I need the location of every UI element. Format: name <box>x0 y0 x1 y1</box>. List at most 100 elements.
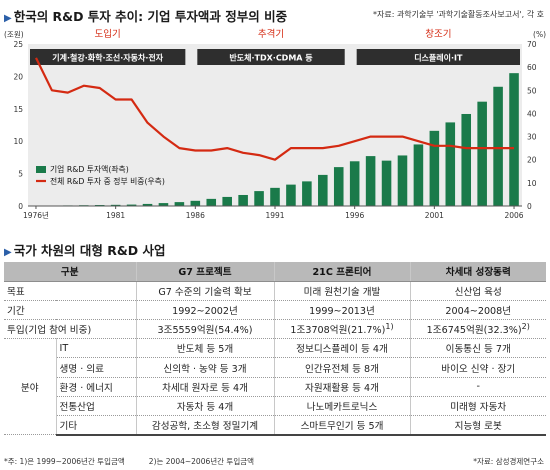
table-cell: 자동차 등 4개 <box>136 396 275 417</box>
y-left-tick-label: 25 <box>13 40 23 49</box>
bar <box>381 160 392 206</box>
era-box <box>30 49 186 65</box>
era-name: 도입기 <box>95 28 121 40</box>
bar <box>318 174 328 206</box>
table-cell: 2004~2008년 <box>410 300 546 321</box>
table-cell: 차세대 원자로 등 4개 <box>136 377 275 397</box>
triangle-icon: ▶ <box>4 13 12 24</box>
y-left-unit: (조원) <box>4 30 24 39</box>
table-cell: 미래형 자동차 <box>410 396 546 417</box>
era-name: 추격기 <box>258 28 284 40</box>
x-tick-label: 2006 <box>504 211 523 220</box>
bar <box>238 194 248 206</box>
program-table: 구분 G7 프로젝트 21C 프론티어 차세대 성장동력 목표 G7 수준의 기… <box>4 262 546 436</box>
table-cell: 이동통신 등 7개 <box>410 338 546 359</box>
row-label: IT <box>55 338 137 359</box>
bar <box>477 101 487 206</box>
bar <box>493 86 503 206</box>
line-series-government-share <box>35 57 514 161</box>
cell-value: 1조3708억원(21.7%) <box>290 325 386 337</box>
row-label: 기간 <box>4 300 137 321</box>
x-tick-label: 2001 <box>425 211 444 220</box>
y-right-unit: (%) <box>533 30 546 39</box>
bar <box>445 122 456 206</box>
footnote-1: *주: 1)은 1999~2006년간 투입금액 <box>4 457 125 466</box>
footnote: *주: 1)은 1999~2006년간 투입금액 2)는 2004~2006년간 … <box>4 456 254 467</box>
bar <box>142 203 153 206</box>
chart-header: ▶ 한국의 R&D 투자 추이: 기업 투자액과 정부의 비중 *자료: 과학기술… <box>0 0 550 24</box>
y-right-tick-label: 40 <box>527 109 537 118</box>
triangle-icon: ▶ <box>4 247 12 258</box>
y-right-tick-label: 10 <box>527 179 537 188</box>
table-row: 환경 · 에너지 차세대 원자로 등 4개 자원재활용 등 4개 - <box>4 377 546 397</box>
chart-source: *자료: 과학기술부 '과학기술활동조사보고서', 각 호 <box>372 10 544 19</box>
era-box <box>197 49 345 65</box>
header-category: 구분 <box>4 262 137 282</box>
era-description: 반도체·TDX·CDMA 등 <box>229 53 313 63</box>
x-tick-label: 1986 <box>186 211 205 220</box>
bar <box>254 191 264 206</box>
header-frontier: 21C 프론티어 <box>274 262 411 282</box>
bar <box>158 203 169 206</box>
bar <box>174 202 185 206</box>
y-left-tick-label: 15 <box>13 105 23 114</box>
table-cell: 미래 원천기술 개발 <box>274 281 411 301</box>
y-right-tick-label: 60 <box>527 63 537 72</box>
row-label: 투입(기업 참여 비중) <box>4 319 137 340</box>
table-row: 생명 · 의료 신의학 · 농약 등 3개 인간유전체 등 8개 바이오 신약 … <box>4 357 546 378</box>
table-cell: 3조5559억원(54.4%) <box>136 319 275 340</box>
table-row: 기타 감성공학, 초소형 정밀기계 스마트무인기 등 5개 지능형 로봇 <box>4 415 546 436</box>
bar <box>397 155 408 206</box>
table-row: 분야 IT 반도체 등 5개 정보디스플레이 등 4개 이동통신 등 7개 <box>4 338 546 436</box>
era-description: 디스플레이·IT <box>414 53 463 63</box>
y-left-tick-label: 0 <box>18 202 23 211</box>
bar <box>222 196 232 206</box>
cell-value: 3조5559억원(54.4%) <box>157 325 253 337</box>
table-cell: 자원재활용 등 4개 <box>274 377 411 397</box>
table-cell: 신의학 · 농약 등 3개 <box>136 357 275 378</box>
table-cell: 바이오 신약 · 장기 <box>410 357 546 378</box>
bar <box>302 181 312 206</box>
footnote-2: 2)는 2004~2006년간 투입금액 <box>148 457 255 466</box>
table-cell: 스마트무인기 등 5개 <box>274 415 411 436</box>
table-row: 목표 G7 수준의 기술력 확보 미래 원천기술 개발 신산업 육성 <box>4 281 546 301</box>
table-cell: 1992~2002년 <box>136 300 275 321</box>
field-label: 분야 <box>4 338 57 436</box>
era-description: 기계·철강·화학·조선·자동차·전자 <box>52 53 164 63</box>
table-cell: G7 수준의 기술력 확보 <box>136 281 275 301</box>
bar <box>126 204 137 206</box>
row-label: 목표 <box>4 281 137 301</box>
y-right-tick-label: 30 <box>527 133 537 142</box>
table-cell: 감성공학, 초소형 정밀기계 <box>136 415 275 436</box>
y-right-tick-label: 0 <box>527 202 532 211</box>
bar <box>429 130 440 206</box>
x-tick-label: 1996 <box>345 211 364 220</box>
x-tick-label: 1981 <box>106 211 125 220</box>
table-cell: 반도체 등 5개 <box>136 338 275 359</box>
table-cell: 1999~2013년 <box>274 300 411 321</box>
row-label: 생명 · 의료 <box>55 357 137 378</box>
table-cell: 신산업 육성 <box>410 281 546 301</box>
footnote-mark: 1) <box>385 322 394 332</box>
table-cell: - <box>410 377 546 397</box>
legend-swatch-bar <box>36 166 46 173</box>
x-tick-label: 1991 <box>265 211 284 220</box>
table-source: *자료: 삼성경제연구소 <box>473 457 544 466</box>
table-cell: 1조3708억원(21.7%)1) <box>274 319 411 340</box>
y-right-tick-label: 70 <box>527 40 537 49</box>
bar <box>206 198 217 206</box>
table-cell: 인간유전체 등 8개 <box>274 357 411 378</box>
y-right-tick-label: 50 <box>527 86 537 95</box>
bar <box>110 204 121 206</box>
row-label: 전통산업 <box>55 396 137 417</box>
legend-label: 전체 R&D 투자 중 정부 비중(우측) <box>50 176 165 186</box>
table-cell: 정보디스플레이 등 4개 <box>274 338 411 359</box>
header-next-gen: 차세대 성장동력 <box>410 262 546 282</box>
bar <box>333 167 344 206</box>
section-title-text: 국가 차원의 대형 R&D 사업 <box>13 243 166 258</box>
table-row: 기간 1992~2002년 1999~2013년 2004~2008년 <box>4 300 546 321</box>
row-label: 환경 · 에너지 <box>55 377 137 397</box>
bar <box>270 187 280 206</box>
bar <box>349 161 360 206</box>
